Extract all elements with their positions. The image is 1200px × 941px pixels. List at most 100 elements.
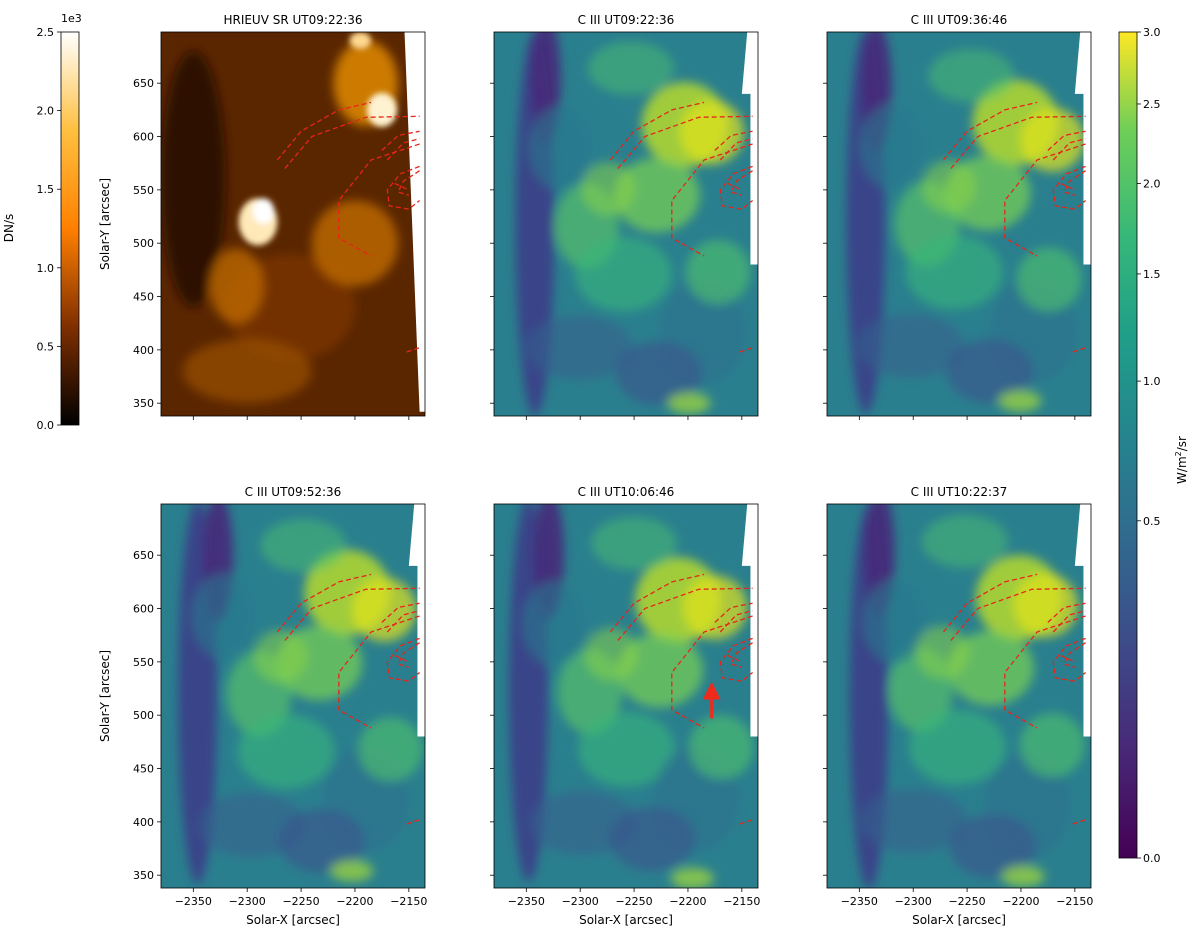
contour-line (1052, 610, 1086, 633)
panel-frame (493, 503, 759, 889)
contour-line (739, 347, 753, 353)
contour-line (1047, 130, 1086, 151)
y-tick-label: 550 (133, 656, 154, 669)
contour-line (1047, 602, 1086, 623)
contour-line (394, 654, 410, 663)
colorbar-right-ticks: 0.0 0.5 1.0 1.5 2.0 2.5 3.0 (1137, 26, 1161, 865)
contour-line (714, 130, 753, 151)
contour-line (730, 642, 753, 668)
panel-image (494, 32, 758, 416)
panel-image (494, 504, 758, 888)
contour-line (1063, 170, 1086, 196)
x-tick-label: −2250 (948, 895, 985, 908)
panel-frame (826, 503, 1092, 889)
contour-line (942, 573, 1038, 633)
panel-frame (826, 31, 1092, 417)
contour-line (1060, 654, 1076, 663)
contour-line (1072, 347, 1086, 353)
panel-frame (160, 31, 426, 417)
panel-title: C III UT09:36:46 (911, 13, 1008, 27)
colorbar-left-gradient (60, 31, 80, 426)
panel-3: C III UT09:36:46 (823, 13, 1092, 420)
y-axis-label: Solar-Y [arcsec] (98, 178, 112, 270)
colorbar-left-tick-label: 0.0 (37, 419, 55, 432)
contour-line (394, 182, 410, 191)
colorbar-right-tick-label: 1.5 (1143, 268, 1161, 281)
contour-line (719, 165, 754, 210)
x-tick-label: −2350 (175, 895, 212, 908)
colorbar-right-tick-label: 0.0 (1143, 852, 1161, 865)
y-tick-label: 350 (133, 397, 154, 410)
panel-image (827, 504, 1091, 888)
contour-line (338, 143, 420, 257)
contour-line (617, 587, 753, 641)
x-tick-label: −2300 (562, 895, 599, 908)
contour-line (730, 170, 753, 196)
panel-image (827, 32, 1091, 416)
colorbar-left: 1e3 0.0 0.5 1.0 1.5 2.0 2.5 DN/s (2, 12, 82, 432)
panel-frame (160, 503, 426, 889)
contour-line (950, 587, 1086, 641)
x-tick-label: −2300 (895, 895, 932, 908)
contour-line (1052, 138, 1086, 161)
colorbar-left-tick-label: 1.0 (37, 262, 55, 275)
panel-frame (493, 31, 759, 417)
x-tick-label: −2250 (282, 895, 319, 908)
colorbar-right-tick-label: 2.0 (1143, 178, 1161, 191)
contour-line (406, 347, 420, 353)
contour-line (386, 138, 420, 161)
x-tick-label: −2300 (229, 895, 266, 908)
y-tick-label: 400 (133, 816, 154, 829)
y-tick-label: 600 (133, 603, 154, 616)
contour-line (609, 101, 705, 161)
colorbar-right-label: W/m2/sr (1174, 436, 1189, 484)
panel-image (161, 32, 425, 416)
contour-line (942, 101, 1038, 161)
colorbar-left-tick-label: 0.5 (37, 340, 55, 353)
colorbar-right-tick-label: 1.0 (1143, 375, 1161, 388)
contour-line (1072, 819, 1086, 825)
contour-line (719, 610, 753, 633)
contour-line (617, 115, 753, 169)
y-axis-label: Solar-Y [arcsec] (98, 650, 112, 742)
colorbar-right-gradient (1118, 31, 1138, 859)
panel-title: C III UT10:22:37 (911, 485, 1008, 499)
contour-line (727, 654, 743, 663)
x-axis-label: Solar-X [arcsec] (246, 913, 340, 927)
x-tick-label: −2150 (390, 895, 427, 908)
contour-line (276, 101, 372, 161)
x-tick-label: −2200 (669, 895, 706, 908)
x-tick-label: −2200 (1002, 895, 1039, 908)
colorbar-left-label: DN/s (2, 214, 16, 243)
y-tick-label: 550 (133, 184, 154, 197)
contour-line (386, 610, 420, 633)
contour-line (338, 615, 420, 729)
y-tick-label: 500 (133, 237, 154, 250)
x-axis-label: Solar-X [arcsec] (912, 913, 1006, 927)
colorbar-left-tick-label: 2.0 (37, 105, 55, 118)
panel-6: C III UT10:22:37 −2350 −2300 −2250 −2200 −215… (823, 485, 1093, 927)
contour-line (284, 587, 420, 641)
contour-line (719, 138, 753, 161)
panel-title: C III UT09:22:36 (578, 13, 675, 27)
contour-line (284, 115, 420, 169)
contour-line (727, 182, 743, 191)
x-tick-label: −2350 (841, 895, 878, 908)
colorbar-left-offset: 1e3 (61, 12, 82, 25)
colorbar-left-tick-label: 1.5 (37, 183, 55, 196)
panel-1: HRIEUV SR UT09:22:36 350 400 450 500 550 600 65… (98, 13, 426, 420)
y-tick-label: 400 (133, 344, 154, 357)
y-tick-label: 450 (133, 291, 154, 304)
contour-line (381, 602, 420, 623)
contour-line (1004, 143, 1086, 257)
contour-line (381, 130, 420, 151)
contour-line (1063, 642, 1086, 668)
contour-line (671, 615, 753, 729)
contour-line (386, 637, 421, 682)
contour-line (397, 642, 420, 668)
contour-line (1052, 165, 1087, 210)
colorbar-right: 0.0 0.5 1.0 1.5 2.0 2.5 3.0 W/m2/sr (1118, 26, 1189, 865)
colorbar-right-tick-label: 0.5 (1143, 515, 1161, 528)
colorbar-right-tick-label: 3.0 (1143, 26, 1161, 39)
